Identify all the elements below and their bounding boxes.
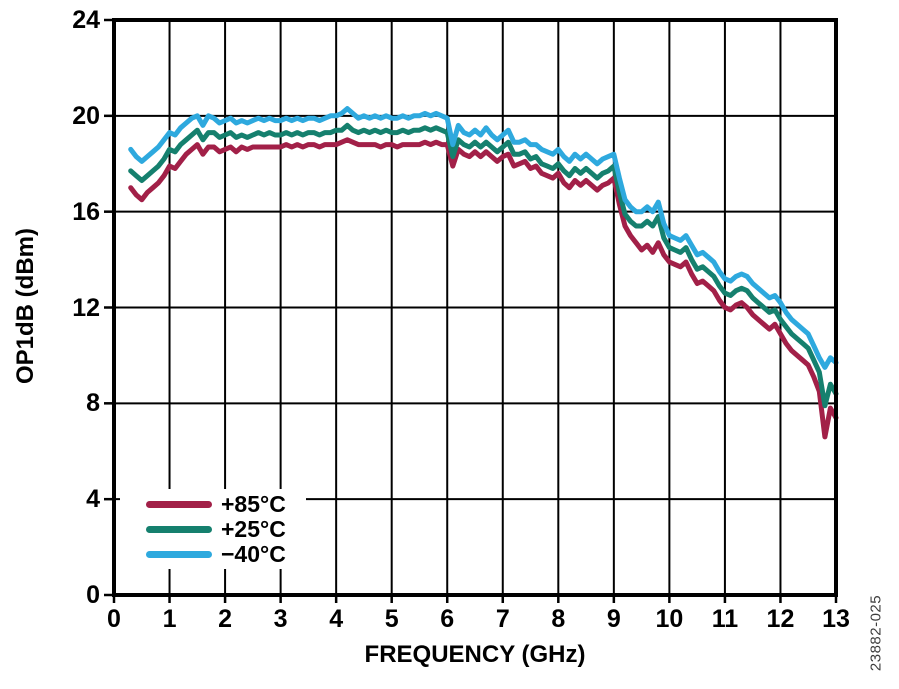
legend-row-plus85: +85°C <box>146 492 306 517</box>
legend-line-plus25-icon <box>146 526 212 533</box>
x-tick-label-4: 4 <box>329 605 344 633</box>
x-tick-label-8: 8 <box>551 605 566 633</box>
x-tick-label-2: 2 <box>218 605 233 633</box>
y-tick-label-4: 4 <box>86 485 100 514</box>
curve-series-1 <box>128 122 839 409</box>
x-tick-label-13: 13 <box>822 605 850 633</box>
x-tick-label-5: 5 <box>384 605 399 633</box>
curve-series-0 <box>128 137 839 440</box>
y-tick-label-12: 12 <box>72 293 100 322</box>
legend-label-minus40: −40°C <box>221 541 286 567</box>
curve-series-2 <box>128 106 839 370</box>
y-tick-label-24: 24 <box>72 6 100 34</box>
legend-line-minus40-icon <box>146 551 212 558</box>
legend: +85°C +25°C −40°C <box>120 489 306 569</box>
legend-row-minus40: −40°C <box>146 542 306 567</box>
y-tick-label-0: 0 <box>86 581 100 609</box>
y-axis-title: OP1dB (dBm) <box>12 228 39 384</box>
y-tick-label-8: 8 <box>86 389 100 418</box>
plot-border <box>112 18 838 597</box>
x-tick-label-0: 0 <box>107 605 121 633</box>
x-tick-label-9: 9 <box>606 605 621 633</box>
y-tick-label-20: 20 <box>72 101 100 130</box>
x-tick-label-6: 6 <box>440 605 455 633</box>
legend-label-plus25: +25°C <box>221 516 286 542</box>
y-tick-label-16: 16 <box>72 197 100 226</box>
x-tick-label-11: 11 <box>711 605 739 633</box>
x-tick-label-12: 12 <box>766 605 795 633</box>
figure-number: 23882-025 <box>867 594 885 672</box>
x-tick-label-10: 10 <box>655 605 684 633</box>
x-tick-label-7: 7 <box>495 605 510 633</box>
legend-label-plus85: +85°C <box>221 491 286 517</box>
x-tick-label-3: 3 <box>273 605 288 633</box>
legend-row-plus25: +25°C <box>146 517 306 542</box>
legend-line-plus85-icon <box>146 501 212 508</box>
x-tick-label-1: 1 <box>162 605 177 633</box>
x-axis-title: FREQUENCY (GHz) <box>364 641 586 668</box>
